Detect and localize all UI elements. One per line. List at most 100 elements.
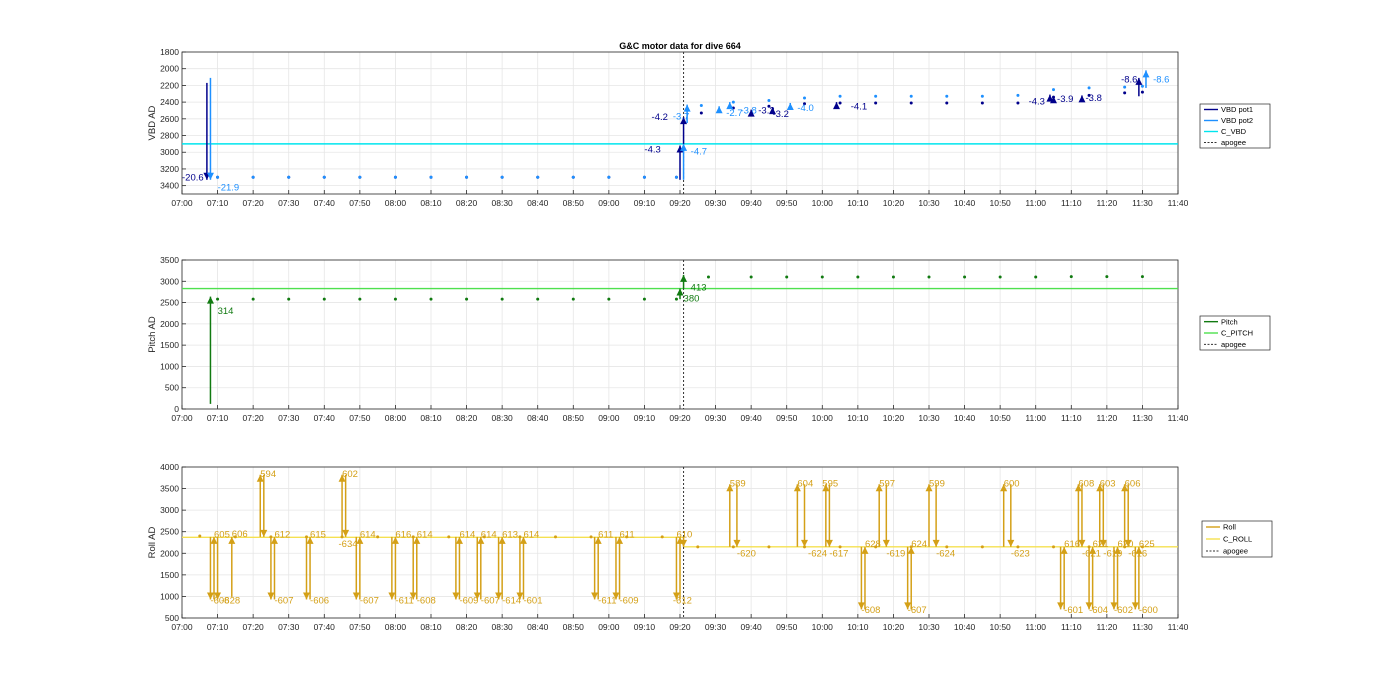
x-tick-label: 09:30	[705, 622, 727, 632]
arrow-head	[267, 592, 275, 600]
x-tick-label: 10:30	[918, 198, 940, 208]
arrow-head	[925, 484, 933, 492]
y-tick-label: 3000	[160, 276, 179, 286]
y-axis-label: VBD AD	[147, 105, 158, 140]
chart-panel-1: 07:00 07:10 07:20 07:30 07:40 07:50 08:00 08:10…	[147, 47, 1271, 208]
x-tick-label: 08:20	[456, 198, 478, 208]
arrow-head	[680, 117, 688, 125]
arrow-head	[452, 592, 460, 600]
data-point	[674, 175, 678, 179]
annotation-label: -619	[886, 549, 905, 560]
x-tick-label: 07:10	[207, 622, 229, 632]
arrow-head	[477, 536, 485, 544]
data-point	[998, 275, 1002, 279]
arrow-head	[786, 102, 794, 110]
arrow-head	[875, 484, 883, 492]
arrow-head	[228, 536, 236, 544]
arrow-head	[516, 592, 524, 600]
annotation-label: -4.7	[691, 146, 707, 157]
x-tick-label: 07:10	[207, 198, 229, 208]
x-tick-label: 11:00	[1025, 622, 1046, 632]
x-tick-label: 07:00	[171, 622, 193, 632]
arrow-head	[388, 592, 396, 600]
arrow-head	[206, 296, 214, 304]
annotation-label: -611	[395, 595, 413, 606]
x-tick-label: 07:30	[278, 413, 300, 423]
annotation-label: -3.8	[1086, 93, 1102, 104]
arrow-head	[210, 536, 218, 544]
data-point	[1087, 93, 1091, 97]
annotation-label: -614	[502, 595, 521, 606]
y-tick-label: 2200	[160, 80, 179, 90]
data-point	[749, 275, 753, 279]
annotation-label: -3.8	[740, 105, 756, 116]
data-point	[699, 111, 703, 115]
data-point	[945, 101, 949, 105]
x-tick-label: 07:10	[207, 413, 229, 423]
annotation-label: 605	[214, 529, 230, 540]
y-tick-label: 500	[165, 613, 179, 623]
data-point	[642, 175, 646, 179]
arrow-head	[306, 536, 314, 544]
arrow-head	[214, 592, 222, 600]
annotation-label: -604	[1089, 605, 1108, 616]
y-axis-label: Pitch AD	[147, 316, 158, 353]
y-tick-label: 2400	[160, 97, 179, 107]
data-point	[874, 545, 878, 549]
arrow-head	[715, 106, 723, 114]
annotation-label: -3.3	[758, 105, 774, 116]
x-tick-label: 09:30	[705, 198, 727, 208]
x-tick-label: 08:20	[456, 413, 478, 423]
arrow-head	[338, 474, 346, 482]
data-point	[945, 94, 949, 98]
data-point	[1034, 275, 1038, 279]
legend-entry: apogee	[1221, 138, 1246, 147]
data-point	[1123, 91, 1127, 95]
arrow-head	[747, 109, 755, 117]
annotation-label: -608	[417, 595, 436, 606]
data-point	[393, 297, 397, 301]
x-tick-label: 11:10	[1061, 413, 1082, 423]
y-tick-label: 2500	[160, 527, 179, 537]
annotation-label: -3.7	[673, 111, 689, 122]
data-point	[731, 100, 735, 104]
annotation-label: -2.7	[726, 108, 742, 119]
x-tick-label: 07:50	[349, 622, 371, 632]
x-tick-label: 09:40	[741, 198, 763, 208]
arrow-head	[726, 102, 734, 110]
data-point	[674, 297, 678, 301]
x-tick-label: 09:00	[598, 413, 620, 423]
annotation-label: 614	[481, 529, 497, 540]
x-tick-label: 10:20	[883, 622, 905, 632]
x-tick-label: 10:30	[918, 413, 940, 423]
data-point	[891, 275, 895, 279]
x-tick-label: 10:10	[847, 622, 869, 632]
arrow-head	[260, 529, 268, 537]
arrow-head	[270, 536, 278, 544]
data-point	[927, 275, 931, 279]
x-tick-label: 10:30	[918, 622, 940, 632]
arrow-head	[733, 539, 741, 547]
arrow-head	[342, 529, 350, 537]
annotation-label: 625	[1139, 539, 1155, 550]
y-tick-label: 2000	[160, 64, 179, 74]
data-point	[1140, 90, 1144, 94]
annotation-label: -8.6	[1153, 75, 1169, 86]
arrow-head	[833, 102, 841, 110]
data-point	[1105, 275, 1109, 279]
annotation-label: -600	[1139, 605, 1158, 616]
data-point	[536, 175, 540, 179]
x-tick-label: 08:00	[385, 413, 407, 423]
arrow-head	[822, 484, 830, 492]
arrow-head	[206, 172, 214, 180]
x-tick-label: 07:00	[171, 198, 193, 208]
x-tick-label: 09:10	[634, 413, 656, 423]
arrow-head	[1089, 546, 1097, 554]
x-tick-label: 11:10	[1061, 198, 1082, 208]
data-point	[625, 535, 629, 539]
data-point	[1052, 88, 1055, 92]
x-tick-label: 10:10	[847, 413, 869, 423]
legend-entry: apogee	[1221, 340, 1246, 349]
